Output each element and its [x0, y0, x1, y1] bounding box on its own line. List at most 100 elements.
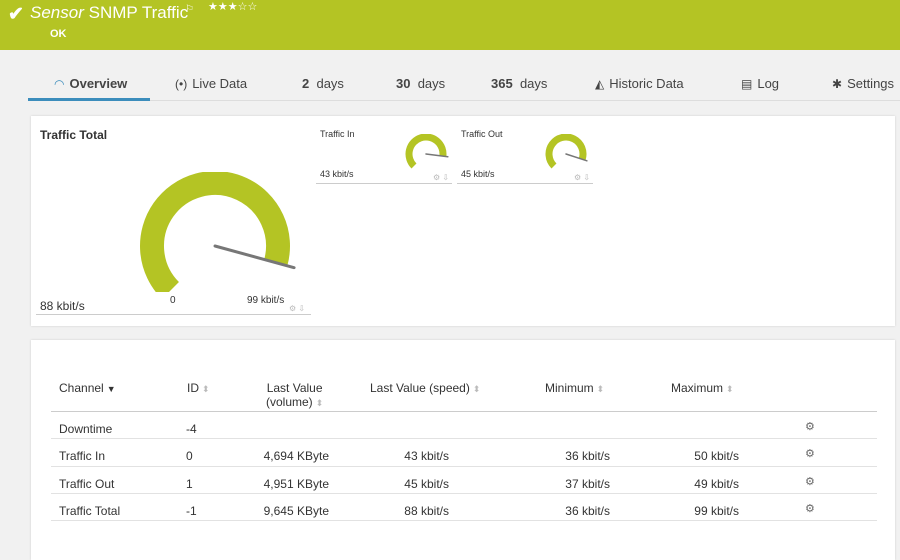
col-header-last-speed[interactable]: Last Value (speed) ⬍	[370, 381, 480, 395]
sensor-title-name: SNMP Traffic	[88, 3, 189, 22]
col-header-last-volume[interactable]: Last Value (volume) ⬍	[266, 381, 323, 410]
flag-icon[interactable]: ⚐	[185, 4, 194, 15]
col-header-id[interactable]: ID ⬍	[187, 381, 210, 395]
channel-settings-gear-icon[interactable]: ⚙	[805, 448, 815, 460]
gauge-total-title: Traffic Total	[40, 128, 108, 142]
col-header-label: ID	[187, 381, 199, 395]
cell-volume: 9,645 KByte	[263, 504, 329, 518]
sensor-status: OK	[50, 28, 67, 40]
cell-channel: Traffic Out	[59, 477, 115, 491]
col-header-label: Last Value (speed)	[370, 381, 470, 395]
tab-label: days	[519, 76, 548, 91]
channel-settings-gear-icon[interactable]: ⚙	[805, 421, 815, 433]
gauge-out-value: 45 kbit/s	[461, 169, 495, 179]
gauge-out-title: Traffic Out	[461, 129, 503, 139]
row-divider	[51, 438, 877, 439]
tab-bar: ◠ Overview (•) Live Data 2 days 30 days 36…	[28, 72, 900, 101]
gauge-out-arc	[545, 134, 587, 169]
cell-minimum: 37 kbit/s	[565, 477, 610, 491]
gauge-total-arc	[140, 172, 290, 292]
tab-num: 2	[302, 76, 310, 91]
tab-label: Overview	[69, 76, 128, 91]
cell-speed: 88 kbit/s	[404, 504, 449, 518]
col-header-label: Maximum	[671, 381, 724, 395]
channels-panel: Channel ▼ ID ⬍ Last Value (volume) ⬍ Last V…	[31, 340, 895, 560]
row-divider	[51, 493, 877, 494]
sort-desc-icon: ▼	[106, 384, 116, 394]
col-header-channel[interactable]: Channel ▼	[59, 381, 116, 395]
sensor-header: ✔ Sensor SNMP Traffic ⚐ ★★★☆☆ OK	[0, 0, 900, 50]
tab-num: 365	[491, 76, 513, 91]
tab-label: Settings	[847, 76, 895, 91]
cell-maximum: 50 kbit/s	[694, 449, 739, 463]
col-header-label: Minimum	[545, 381, 594, 395]
gauge-total-min: 0	[170, 295, 176, 306]
cell-channel: Downtime	[59, 422, 113, 436]
sort-icon: ⬍	[315, 398, 324, 408]
sensor-title: Sensor SNMP Traffic	[30, 3, 188, 23]
tab-num: 30	[396, 76, 411, 91]
gauge-in-value: 43 kbit/s	[320, 169, 354, 179]
col-header-label: Last Value	[266, 381, 323, 395]
gauge-out-dial[interactable]	[544, 134, 590, 174]
tab-label: Live Data	[192, 76, 248, 91]
gauge-in-tools-icon[interactable]: ⚙ ⇩	[433, 173, 450, 182]
tab-settings[interactable]: ✱ Settings	[832, 76, 894, 91]
row-divider	[51, 520, 877, 521]
sort-icon: ⬍	[596, 384, 605, 394]
sensor-title-type: Sensor	[30, 3, 84, 22]
chart-icon: ◭	[595, 77, 605, 91]
live-signal-icon: (•)	[175, 77, 188, 91]
tab-overview[interactable]: ◠ Overview	[54, 76, 127, 91]
gauge-in-divider	[316, 183, 452, 184]
gauge-out-tools-icon[interactable]: ⚙ ⇩	[574, 173, 591, 182]
gauge-total-tools-icon[interactable]: ⚙ ⇩	[289, 304, 306, 313]
cell-id: -1	[186, 504, 197, 518]
priority-stars[interactable]: ★★★☆☆	[208, 1, 258, 13]
gauge-total-dial[interactable]	[137, 172, 297, 292]
channel-settings-gear-icon[interactable]: ⚙	[805, 503, 815, 515]
gauge-in-title: Traffic In	[320, 129, 355, 139]
gauge-total-max: 99 kbit/s	[247, 295, 285, 306]
cell-maximum: 49 kbit/s	[694, 477, 739, 491]
tab-2-days[interactable]: 2 days	[302, 76, 344, 91]
channel-settings-gear-icon[interactable]: ⚙	[805, 476, 815, 488]
tab-live-data[interactable]: (•) Live Data	[175, 76, 247, 91]
overview-gauge-icon: ◠	[54, 77, 65, 91]
tab-label: days	[417, 76, 446, 91]
tab-365-days[interactable]: 365 days	[491, 76, 547, 91]
gauge-in-arc	[405, 134, 447, 169]
cell-id: -4	[186, 422, 197, 436]
gear-icon: ✱	[832, 77, 843, 91]
col-header-minimum[interactable]: Minimum ⬍	[545, 381, 604, 395]
cell-volume: 4,951 KByte	[263, 477, 329, 491]
col-header-maximum[interactable]: Maximum ⬍	[671, 381, 734, 395]
cell-volume: 4,694 KByte	[263, 449, 329, 463]
gauge-in-needle	[425, 153, 449, 158]
cell-id: 0	[186, 449, 193, 463]
tab-30-days[interactable]: 30 days	[396, 76, 445, 91]
active-tab-indicator	[28, 98, 150, 101]
cell-maximum: 99 kbit/s	[694, 504, 739, 518]
tab-log[interactable]: ▤ Log	[741, 76, 779, 91]
sort-icon: ⬍	[472, 384, 481, 394]
cell-speed: 45 kbit/s	[404, 477, 449, 491]
gauge-in-dial[interactable]	[404, 134, 450, 174]
tab-label: Historic Data	[609, 76, 684, 91]
cell-minimum: 36 kbit/s	[565, 504, 610, 518]
col-header-label: Channel	[59, 381, 104, 395]
sort-icon: ⬍	[202, 384, 210, 394]
ok-check-icon: ✔	[8, 4, 24, 25]
gauge-out-needle	[565, 153, 588, 162]
gauges-panel: Traffic Total 88 kbit/s 0 99 kbit/s ⚙ ⇩ …	[31, 116, 895, 326]
gauge-total-divider	[36, 314, 311, 315]
tab-historic-data[interactable]: ◭ Historic Data	[595, 76, 684, 91]
sort-icon: ⬍	[726, 384, 734, 394]
gauge-out-divider	[457, 183, 593, 184]
tab-label: days	[316, 76, 344, 91]
cell-channel: Traffic In	[59, 449, 106, 463]
cell-channel: Traffic Total	[59, 504, 121, 518]
col-header-label-2: (volume)	[266, 395, 313, 409]
cell-minimum: 36 kbit/s	[565, 449, 610, 463]
cell-id: 1	[186, 477, 193, 491]
